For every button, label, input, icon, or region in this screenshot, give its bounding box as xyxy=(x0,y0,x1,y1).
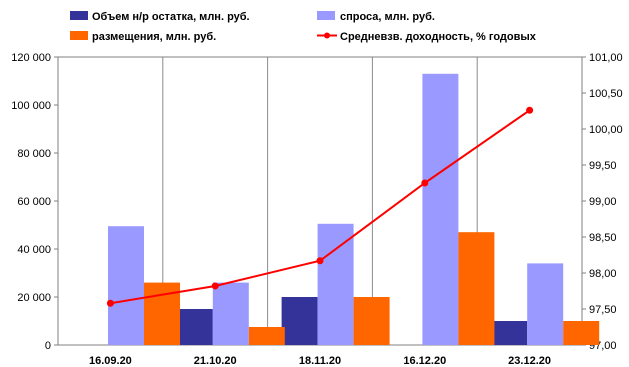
plot-area: 0 20 000 40 000 60 000 80 000 100 000 120 000 9… xyxy=(11,52,622,367)
y-left-tick-label-5: 100 000 xyxy=(11,100,51,112)
y-right-tick-label-3: 98,50 xyxy=(589,232,617,244)
bar-series-1-0 xyxy=(108,226,144,345)
legend-swatch-series-1 xyxy=(317,11,335,20)
legend-item-series-1: спроса, млн. руб. xyxy=(317,11,435,23)
y-right-tick-label-8: 101,00 xyxy=(589,52,623,64)
y-left-tick-label-0: 0 xyxy=(45,340,51,352)
y-right-tick-label-2: 98,00 xyxy=(589,268,617,280)
y-right-tick-label-4: 99,00 xyxy=(589,196,617,208)
bar-series-1-2 xyxy=(317,223,354,345)
legend-swatch-series-2 xyxy=(70,31,88,40)
bar-series-1-3 xyxy=(422,73,459,346)
point-series-3-3 xyxy=(421,179,429,187)
legend-label-series-3: Средневзв. доходность, % годовых xyxy=(340,31,537,43)
y-right-tick-label-5: 99,50 xyxy=(589,160,617,172)
legend: Объем н/р остатка, млн. руб. спроса, млн… xyxy=(70,11,537,43)
y-left-tick-label-1: 20 000 xyxy=(17,292,51,304)
x-tick-label-0: 16.09.20 xyxy=(89,355,132,367)
point-series-3-0 xyxy=(106,299,114,307)
legend-item-series-0: Объем н/р остатка, млн. руб. xyxy=(70,11,250,23)
bar-series-1-1 xyxy=(212,282,249,345)
bar-series-1-4 xyxy=(527,263,564,345)
bar-series-2-2 xyxy=(353,297,390,345)
x-tick-label-1: 21.10.20 xyxy=(194,355,237,367)
x-tick-label-2: 18.11.20 xyxy=(299,355,341,367)
point-series-3-4 xyxy=(526,106,534,114)
point-series-3-1 xyxy=(211,282,219,290)
bar-series-0-4 xyxy=(491,321,528,345)
x-tick-label-3: 16.12.20 xyxy=(403,355,446,367)
y-right-tick-label-6: 100,00 xyxy=(589,124,623,136)
legend-label-series-0: Объем н/р остатка, млн. руб. xyxy=(92,11,250,23)
y-left-tick-label-4: 80 000 xyxy=(17,148,51,160)
legend-swatch-series-0 xyxy=(70,11,88,20)
legend-item-series-2: размещения, млн. руб. xyxy=(70,31,216,43)
y-left-tick-label-2: 40 000 xyxy=(17,244,51,256)
bar-series-2-4 xyxy=(563,321,600,345)
legend-marker-series-3 xyxy=(324,32,330,39)
legend-item-series-3: Средневзв. доходность, % годовых xyxy=(317,31,537,43)
bar-series-2-1 xyxy=(248,327,285,345)
y-left-tick-label-6: 120 000 xyxy=(11,52,51,64)
bar-series-2-3 xyxy=(458,232,495,345)
y-right-tick-label-7: 100,50 xyxy=(589,88,623,100)
bar-series-0-1 xyxy=(176,309,213,345)
bar-series-0-2 xyxy=(281,297,318,345)
legend-label-series-1: спроса, млн. руб. xyxy=(340,11,435,23)
y-right-tick-label-1: 97,50 xyxy=(589,304,617,316)
x-tick-label-4: 23.12.20 xyxy=(508,355,551,367)
y-left-tick-label-3: 60 000 xyxy=(17,196,51,208)
legend-label-series-2: размещения, млн. руб. xyxy=(92,31,216,43)
point-series-3-2 xyxy=(316,257,324,265)
